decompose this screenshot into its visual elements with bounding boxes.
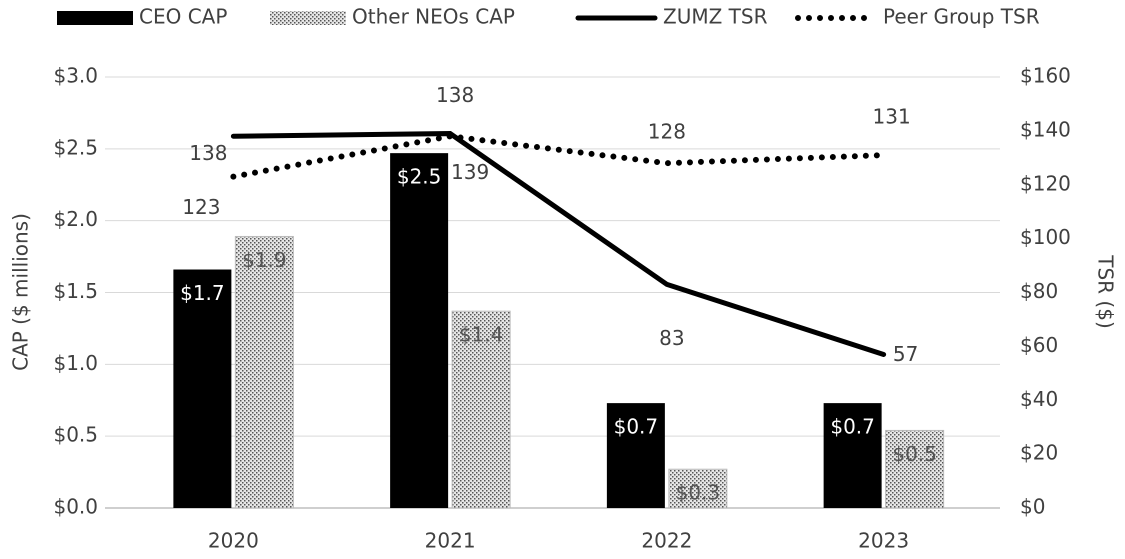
legend-label: Peer Group TSR (883, 5, 1040, 29)
data-label: 138 (436, 83, 474, 107)
data-label: 131 (873, 105, 911, 129)
legend-label: ZUMZ TSR (663, 5, 768, 29)
y-tick-label: $2.5 (53, 135, 98, 159)
data-label: $0.5 (892, 442, 937, 466)
data-label: 57 (893, 342, 918, 366)
bar (606, 403, 665, 508)
bar (668, 468, 728, 509)
data-label: $0.7 (614, 415, 659, 439)
legend-label: Other NEOs CAP (352, 5, 515, 29)
bar (885, 429, 945, 509)
y-tick-label: $0.0 (53, 495, 98, 519)
y2-axis-title: TSR ($) (1094, 254, 1118, 329)
x-tick-label: 2021 (425, 529, 476, 553)
x-tick-label: 2023 (858, 529, 909, 553)
legend-swatch (57, 11, 133, 25)
y-tick-label: $0.5 (53, 423, 98, 447)
data-label: 83 (659, 326, 684, 350)
data-label: 139 (451, 160, 489, 184)
y-tick-label: $1.5 (53, 279, 98, 303)
y-tick-label: $3.0 (53, 64, 98, 88)
y2-tick-label: $120 (1020, 171, 1071, 195)
bar (390, 153, 449, 509)
y2-tick-label: $80 (1020, 279, 1058, 303)
data-label: $0.3 (676, 481, 721, 505)
y-tick-label: $1.0 (53, 351, 98, 375)
y2-tick-label: $140 (1020, 117, 1071, 141)
data-label: $1.7 (180, 281, 225, 305)
data-label: $1.4 (459, 323, 504, 347)
data-label: 128 (648, 120, 686, 144)
legend-swatch (270, 11, 346, 25)
bar (234, 235, 294, 509)
legend-label: CEO CAP (139, 5, 227, 29)
x-tick-label: 2022 (641, 529, 692, 553)
bar (173, 269, 232, 508)
data-label: $1.9 (242, 248, 287, 272)
data-label: $2.5 (397, 165, 442, 189)
bar (451, 310, 511, 509)
bar (823, 403, 882, 508)
y2-tick-label: $160 (1020, 64, 1071, 88)
y2-tick-label: $0 (1020, 495, 1045, 519)
y-axis-title: CAP ($ millions) (9, 213, 33, 371)
y2-tick-label: $60 (1020, 333, 1058, 357)
y2-tick-label: $100 (1020, 225, 1071, 249)
line (230, 131, 887, 357)
data-label: 123 (182, 195, 220, 219)
y-tick-label: $2.0 (53, 207, 98, 231)
y2-tick-label: $40 (1020, 387, 1058, 411)
data-label: $0.7 (830, 415, 875, 439)
x-tick-label: 2020 (208, 529, 259, 553)
data-label: 138 (189, 141, 227, 165)
y2-tick-label: $20 (1020, 441, 1058, 465)
line (230, 133, 887, 180)
